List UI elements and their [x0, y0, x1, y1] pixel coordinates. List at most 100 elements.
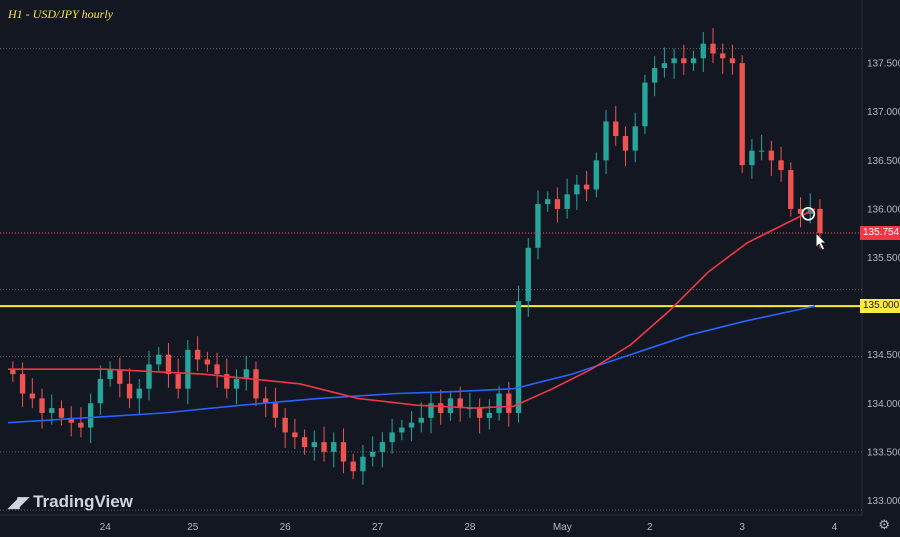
candle-body	[253, 369, 259, 399]
x-tick-label: 28	[464, 522, 476, 533]
candle-body	[107, 369, 113, 379]
candle-body	[165, 354, 172, 375]
candle-body	[574, 184, 580, 195]
candle-body	[447, 398, 454, 413]
candle-body	[710, 43, 716, 54]
candle-body	[661, 63, 668, 69]
candle-body	[58, 408, 65, 418]
candle-body	[681, 58, 687, 64]
candle-body	[632, 126, 638, 151]
candle-body	[428, 403, 434, 418]
x-tick-label: 24	[100, 522, 112, 533]
candle-body	[19, 374, 26, 394]
candle-body	[146, 364, 152, 389]
level-price-tag: 135.000	[860, 299, 900, 314]
candle-body	[350, 461, 356, 472]
candle-body	[194, 349, 201, 360]
candle-body	[311, 442, 317, 447]
candle-body	[583, 184, 590, 190]
candle-body	[136, 388, 142, 399]
candle-body	[282, 417, 288, 433]
candle-body	[10, 369, 16, 375]
candle-body	[331, 442, 337, 452]
y-tick-label: 136.500	[867, 156, 900, 167]
candle-body	[68, 417, 74, 423]
current-price-tag: 135.754	[860, 225, 900, 240]
candle-body	[496, 393, 502, 413]
candle-body	[486, 412, 493, 418]
y-tick-label: 133.000	[867, 496, 900, 507]
candle-body	[622, 136, 629, 151]
y-tick-label: 135.500	[867, 253, 900, 264]
candle-body	[554, 199, 561, 209]
candle-body	[243, 369, 249, 379]
candle-body	[545, 199, 551, 205]
candle-body	[758, 150, 765, 152]
candle-body	[476, 408, 483, 418]
candle-body	[768, 150, 775, 161]
candle-body	[87, 403, 94, 428]
candle-body	[117, 369, 123, 384]
candle-body	[321, 442, 327, 452]
candle-body	[720, 53, 726, 59]
candle-body	[564, 194, 570, 209]
candle-body	[700, 43, 706, 59]
candle-body	[438, 403, 444, 413]
candle-body	[214, 364, 220, 375]
candle-body	[233, 378, 240, 389]
tradingview-logo-icon: ◢◤	[8, 494, 29, 511]
candle-body	[185, 349, 191, 389]
candle-body	[729, 58, 736, 64]
gear-icon[interactable]: ⚙	[878, 517, 890, 532]
x-tick-label: 4	[832, 522, 838, 533]
candle-body	[408, 422, 415, 428]
candle-body	[39, 398, 45, 413]
y-tick-label: 137.000	[867, 107, 900, 118]
candle-body	[642, 82, 648, 127]
candle-body	[739, 63, 745, 166]
y-tick-label: 134.000	[867, 399, 900, 410]
x-tick-label: 2	[647, 522, 653, 533]
candle-body	[272, 403, 279, 418]
cursor-icon	[816, 233, 826, 251]
candle-body	[292, 432, 298, 438]
x-tick-label: May	[553, 522, 572, 533]
x-tick-label: 3	[739, 522, 745, 533]
moving-average-red	[8, 208, 816, 409]
candle-body	[817, 208, 823, 234]
candle-body	[749, 150, 755, 166]
candle-body	[379, 442, 386, 452]
candle-body	[49, 408, 55, 413]
candle-body	[603, 121, 609, 161]
candle-body	[613, 121, 619, 137]
x-tick-label: 27	[372, 522, 384, 533]
candle-body	[515, 301, 522, 413]
candle-body	[593, 160, 599, 190]
candle-body	[671, 58, 677, 64]
candle-body	[418, 417, 424, 423]
candle-body	[797, 208, 804, 214]
candle-body	[690, 58, 697, 64]
candle-body	[175, 374, 181, 389]
candle-body	[340, 442, 347, 462]
candle-body	[29, 393, 35, 399]
candle-body	[457, 398, 463, 409]
candle-body	[126, 383, 133, 399]
candle-body	[369, 451, 376, 457]
candle-body	[788, 170, 794, 209]
candle-body	[78, 422, 84, 428]
candle-body	[97, 378, 104, 404]
x-tick-label: 26	[280, 522, 292, 533]
candle-body	[389, 432, 395, 443]
candle-body	[525, 247, 531, 302]
chart-title: H1 - USD/JPY hourly	[8, 7, 113, 21]
highlight-circle	[801, 206, 816, 221]
tradingview-brand: ◢◤ TradingView	[8, 492, 133, 512]
brand-label: TradingView	[33, 492, 133, 511]
moving-average-blue	[7, 305, 816, 424]
candle-body	[535, 204, 541, 248]
candle-body	[224, 374, 230, 389]
y-tick-label: 137.500	[867, 59, 900, 70]
